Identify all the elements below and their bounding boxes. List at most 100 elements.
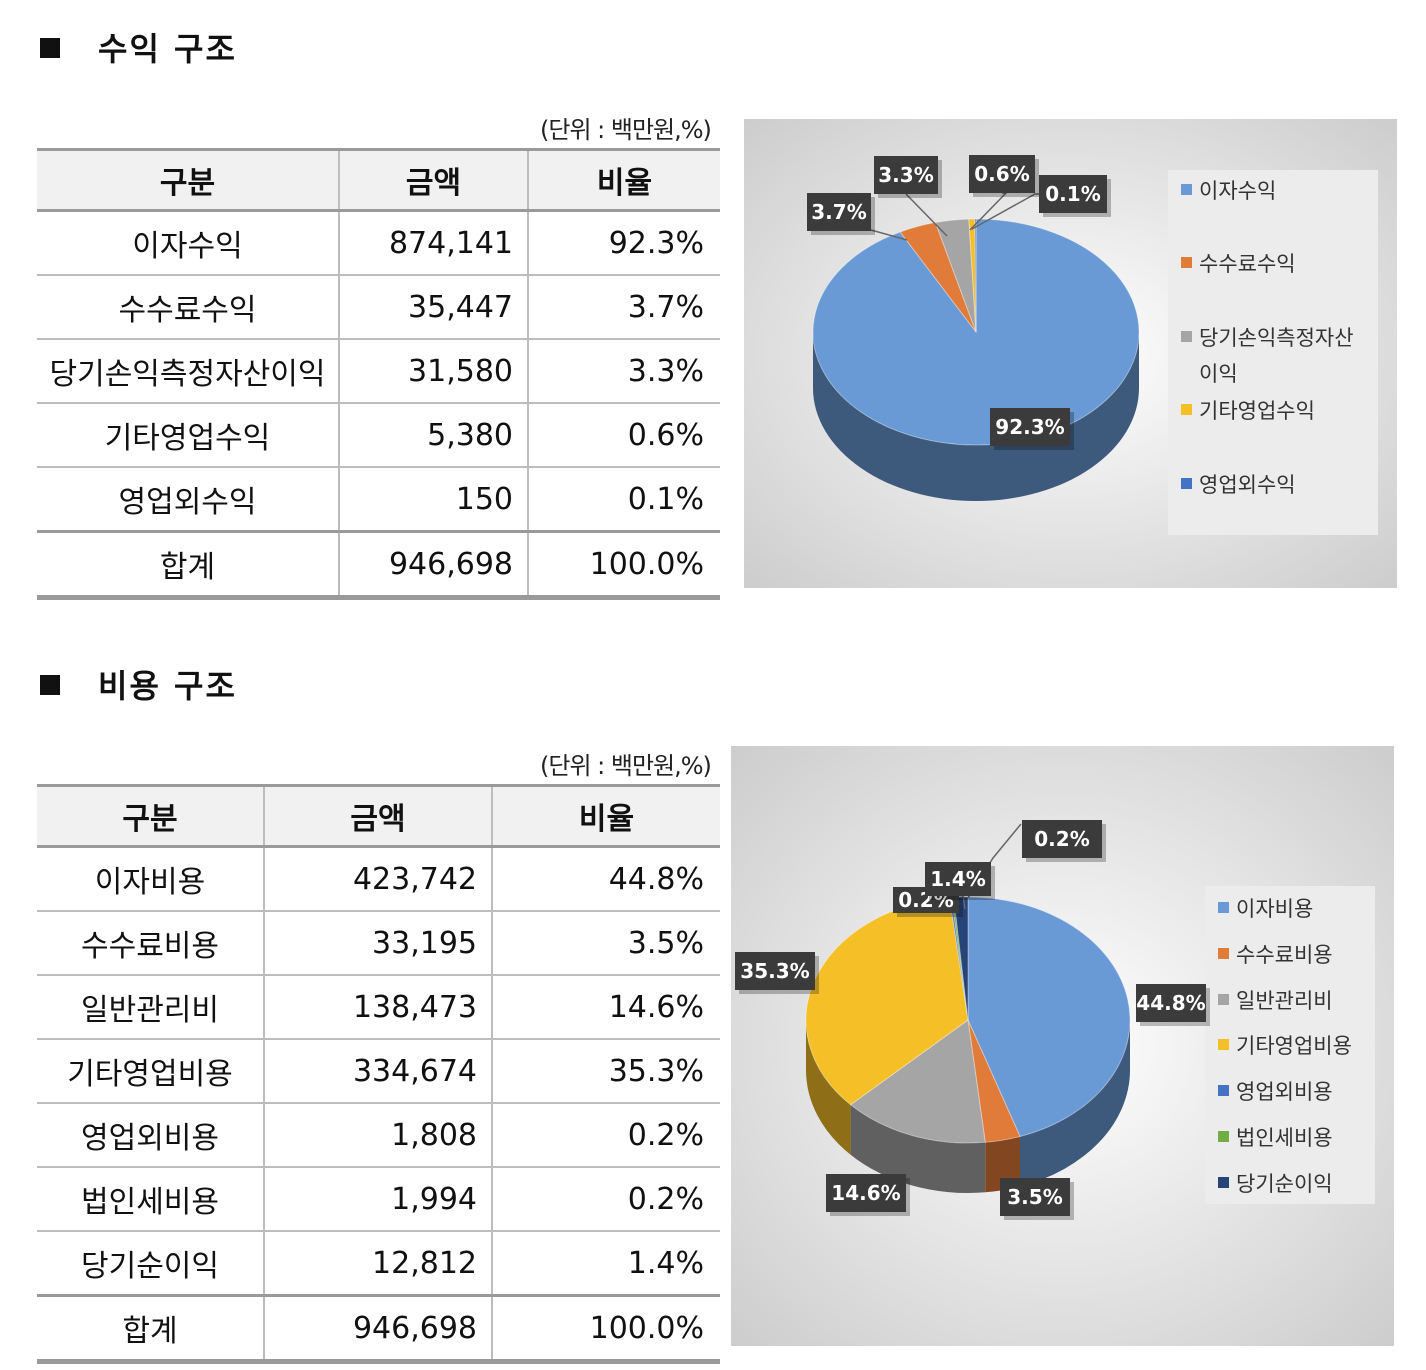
total-name: 합계: [37, 530, 339, 600]
pie-side-slice-3: [806, 1020, 851, 1155]
row-name: 이자비용: [37, 846, 264, 912]
row-ratio: 0.2%: [491, 1103, 720, 1168]
data-label-text: 14.6%: [831, 1181, 900, 1205]
data-label: 1.4%: [925, 862, 995, 900]
legend-text: 당기순이익: [1236, 1172, 1333, 1196]
pie-side-slice-2: [850, 1104, 986, 1193]
row-name: 영업외비용: [37, 1103, 264, 1168]
pie-top: [812, 218, 1140, 446]
data-label-text: 0.6%: [974, 162, 1029, 186]
row-amount: 12,812: [263, 1231, 492, 1297]
row-ratio: 0.6%: [527, 403, 720, 468]
legend-text: 기타영업수익: [1199, 399, 1315, 423]
legend-swatch: [1218, 1039, 1229, 1050]
legend-swatch: [1218, 994, 1229, 1005]
legend-swatch: [1181, 331, 1192, 342]
table-row: 이자수익 874,141 92.3%: [37, 210, 720, 276]
expense-table: 구분 금액 비율 이자비용 423,742 44.8% 수수료비용 33,195…: [37, 784, 720, 1364]
pie-slice: [967, 1019, 1021, 1143]
data-label: 3.3%: [874, 156, 942, 198]
revenue-table: 구분 금액 비율 이자수익 874,141 92.3% 수수료수익 35,447…: [37, 148, 720, 600]
row-name: 당기손익측정자산이익: [37, 339, 339, 404]
section-title-expense: 비용 구조: [40, 661, 237, 707]
unit-label: (단위 : 백만원,%): [540, 116, 712, 144]
row-name: 이자수익: [37, 210, 339, 276]
data-label-text: 0.1%: [1045, 182, 1100, 206]
legend-text: 수수료비용: [1236, 943, 1333, 967]
row-amount: 1,808: [263, 1103, 492, 1168]
legend-text: 이익: [1199, 362, 1238, 386]
row-amount: 334,674: [263, 1039, 492, 1104]
legend-entry: 기타영업비용: [1218, 1034, 1352, 1058]
section-title-text: 비용 구조: [98, 667, 237, 705]
pie-slice: [967, 896, 1131, 1138]
leader-line: [905, 193, 948, 237]
table-row: 당기순이익 12,812 1.4%: [37, 1231, 720, 1297]
column-header: 비율: [491, 784, 720, 848]
total-amount: 946,698: [263, 1294, 492, 1364]
column-header: 구분: [37, 784, 264, 848]
row-amount: 31,580: [338, 339, 528, 404]
legend-entry: 이익: [1199, 362, 1238, 386]
legend-text: 영업외비용: [1236, 1080, 1333, 1104]
data-label: 0.6%: [969, 155, 1039, 197]
legend-text: 기타영업비용: [1236, 1034, 1352, 1058]
legend-text: 이자비용: [1236, 897, 1313, 921]
table-row: 기타영업수익 5,380 0.6%: [37, 403, 720, 468]
row-name: 기타영업수익: [37, 403, 339, 468]
row-ratio: 1.4%: [491, 1231, 720, 1297]
data-label: 3.7%: [807, 193, 875, 235]
legend-entry: 영업외수익: [1181, 473, 1296, 497]
row-ratio: 3.3%: [527, 339, 720, 404]
data-label-text: 3.5%: [1007, 1185, 1062, 1209]
square-bullet-icon: [40, 38, 60, 58]
section-title-revenue: 수익 구조: [40, 24, 237, 70]
table-row: 일반관리비 138,473 14.6%: [37, 975, 720, 1040]
row-amount: 874,141: [338, 210, 528, 276]
row-name: 수수료비용: [37, 911, 264, 976]
unit-label: (단위 : 백만원,%): [540, 752, 712, 780]
legend-entry: 이자비용: [1218, 897, 1313, 921]
legend-swatch: [1218, 902, 1229, 913]
data-label: 0.2%: [1022, 820, 1106, 862]
row-name: 기타영업비용: [37, 1039, 264, 1104]
row-ratio: 0.2%: [491, 1167, 720, 1232]
total-name: 합계: [37, 1294, 264, 1364]
table-row: 수수료수익 35,447 3.7%: [37, 275, 720, 340]
pie-top: [805, 896, 1131, 1144]
table-row: 기타영업비용 334,674 35.3%: [37, 1039, 720, 1104]
row-name: 영업외수익: [37, 467, 339, 533]
leader-line: [870, 229, 908, 241]
data-label: 35.3%: [735, 952, 819, 994]
table-header-row: 구분 금액 비율: [37, 148, 720, 212]
pie-side-slice-0: [1019, 1020, 1130, 1187]
data-label: 14.6%: [826, 1174, 910, 1216]
table-row: 법인세비용 1,994 0.2%: [37, 1167, 720, 1232]
row-name: 당기순이익: [37, 1231, 264, 1297]
row-amount: 138,473: [263, 975, 492, 1040]
row-name: 수수료수익: [37, 275, 339, 340]
data-label-text: 35.3%: [740, 959, 809, 983]
table-row: 영업외수익 150 0.1%: [37, 467, 720, 533]
table-row: 이자비용 423,742 44.8%: [37, 846, 720, 912]
data-label-text: 44.8%: [1136, 991, 1205, 1015]
legend-swatch: [1218, 1131, 1229, 1142]
legend-text: 법인세비용: [1236, 1126, 1333, 1150]
legend-box: [1205, 886, 1375, 1204]
data-label-text: 3.3%: [878, 163, 933, 187]
data-label-text: 92.3%: [995, 415, 1064, 439]
revenue-pie-chart: 92.3% 3.7% 3.3% 0.6% 0.1% 이자수익 수수료수익 당기손익측정자산 이익…: [744, 119, 1397, 588]
legend-swatch: [1181, 478, 1192, 489]
row-amount: 5,380: [338, 403, 528, 468]
section-title-text: 수익 구조: [98, 30, 237, 68]
legend-swatch: [1218, 1085, 1229, 1096]
legend-swatch: [1218, 948, 1229, 959]
data-label: 0.1%: [1039, 175, 1111, 217]
pie-slice: [968, 218, 977, 333]
row-amount: 33,195: [263, 911, 492, 976]
row-amount: 35,447: [338, 275, 528, 340]
legend-entry: 당기손익측정자산: [1181, 326, 1354, 350]
data-label-text: 1.4%: [930, 867, 985, 891]
total-ratio: 100.0%: [491, 1294, 720, 1364]
data-label: 44.8%: [1136, 984, 1210, 1026]
